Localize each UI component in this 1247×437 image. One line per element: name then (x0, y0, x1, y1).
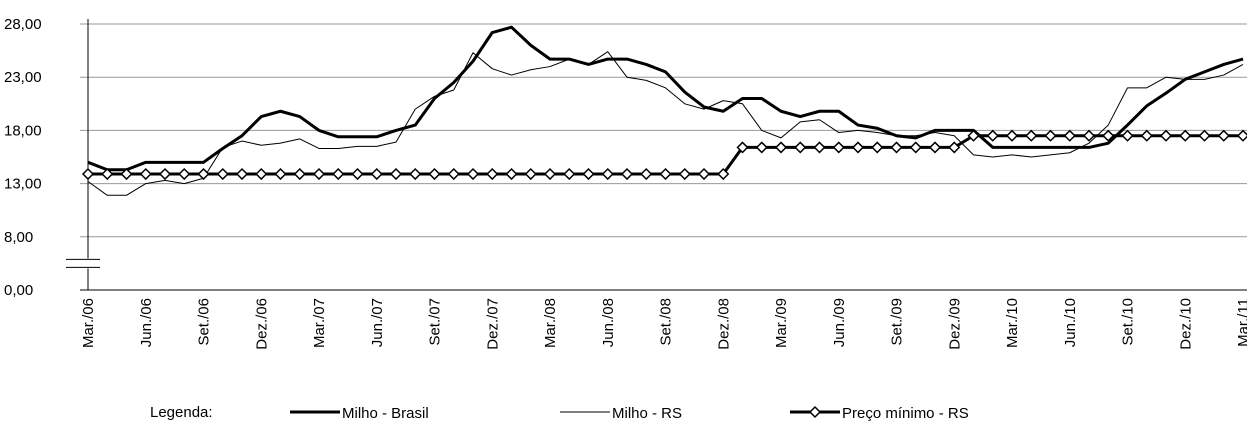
marker (755, 141, 768, 154)
y-tick-label: 18,00 (4, 122, 42, 139)
marker (274, 167, 287, 181)
marker (486, 167, 499, 181)
x-tick-label: Jun./07 (369, 298, 386, 347)
marker (1121, 129, 1134, 142)
marker (1005, 129, 1019, 142)
x-tick-label: Set./10 (1120, 298, 1137, 346)
x-tick-label: Dez./08 (715, 298, 732, 350)
marker (158, 167, 172, 181)
marker (409, 167, 422, 181)
marker (332, 167, 345, 181)
marker (524, 167, 537, 181)
axis-break-gap (66, 258, 102, 269)
marker (871, 141, 884, 154)
marker (543, 167, 557, 181)
marker (1140, 129, 1153, 142)
legend-marker (808, 405, 822, 419)
marker (1236, 129, 1247, 142)
y-tick-label: 28,00 (4, 16, 42, 33)
marker (890, 141, 903, 154)
marker (1063, 129, 1076, 142)
marker (293, 167, 306, 181)
marker (197, 167, 210, 181)
legend-label: Milho - Brasil (342, 405, 429, 422)
marker (601, 167, 614, 181)
marker (389, 167, 403, 181)
marker (774, 141, 788, 154)
marker (928, 141, 942, 154)
x-tick-label: Set./09 (889, 298, 906, 346)
marker (909, 141, 922, 154)
legend-label: Milho - RS (612, 405, 682, 422)
marker (351, 167, 364, 181)
legend-label: Preço mínimo - RS (842, 405, 969, 422)
y-tick-label: 0,00 (4, 282, 33, 299)
x-tick-label: Dez./07 (484, 298, 501, 350)
marker (563, 167, 576, 181)
marker (505, 167, 518, 181)
marker (101, 167, 114, 181)
marker (582, 167, 595, 181)
line (87, 51, 1244, 196)
marker (1217, 129, 1230, 142)
x-tick-label: Mar./11 (1235, 298, 1247, 347)
marker (1198, 129, 1211, 142)
x-tick-label: Jun./09 (831, 298, 848, 347)
marker (428, 167, 441, 181)
y-tick-label: 8,00 (4, 229, 33, 246)
marker (255, 167, 268, 181)
y-tick-label: 23,00 (4, 69, 42, 86)
x-tick-label: Jun./10 (1062, 298, 1079, 347)
marker (948, 141, 961, 154)
x-tick-label: Dez./09 (946, 298, 963, 350)
marker (235, 167, 249, 181)
y-tick-label: 13,00 (4, 176, 42, 193)
x-tick-label: Set./07 (427, 298, 444, 346)
marker (697, 167, 711, 181)
marker (1044, 129, 1057, 142)
marker (312, 167, 326, 181)
marker (1082, 129, 1096, 142)
marker (1025, 129, 1038, 142)
marker (81, 167, 95, 181)
marker (794, 141, 807, 154)
marker (620, 167, 634, 181)
x-tick-label: Set./08 (658, 298, 675, 346)
marker (659, 167, 672, 181)
marker (1159, 129, 1173, 142)
marker (736, 141, 749, 154)
x-tick-label: Dez./10 (1177, 298, 1194, 350)
x-tick-label: Mar./07 (311, 298, 328, 348)
marker (717, 167, 730, 181)
x-tick-label: Mar./09 (773, 298, 790, 348)
marker (1102, 129, 1115, 142)
marker (640, 167, 653, 181)
x-tick-label: Mar./06 (80, 298, 97, 348)
marker (139, 167, 152, 181)
marker (986, 129, 999, 142)
marker (370, 167, 383, 181)
x-tick-label: Jun./08 (600, 298, 617, 347)
x-tick-label: Set./06 (196, 298, 213, 346)
line (87, 25, 1244, 172)
marker (832, 141, 845, 154)
x-tick-label: Mar./08 (542, 298, 559, 348)
x-tick-label: Dez./06 (253, 298, 270, 350)
marker (813, 141, 826, 154)
marker (851, 141, 865, 154)
legend-title: Legenda: (150, 404, 213, 421)
marker (178, 167, 191, 181)
marker (216, 167, 229, 181)
marker (120, 167, 133, 181)
x-tick-label: Mar./10 (1004, 298, 1021, 348)
marker (1179, 129, 1192, 142)
marker (447, 167, 460, 181)
marker (678, 167, 691, 181)
marker (967, 129, 980, 142)
marker (466, 167, 480, 181)
x-tick-label: Jun./06 (138, 298, 155, 347)
